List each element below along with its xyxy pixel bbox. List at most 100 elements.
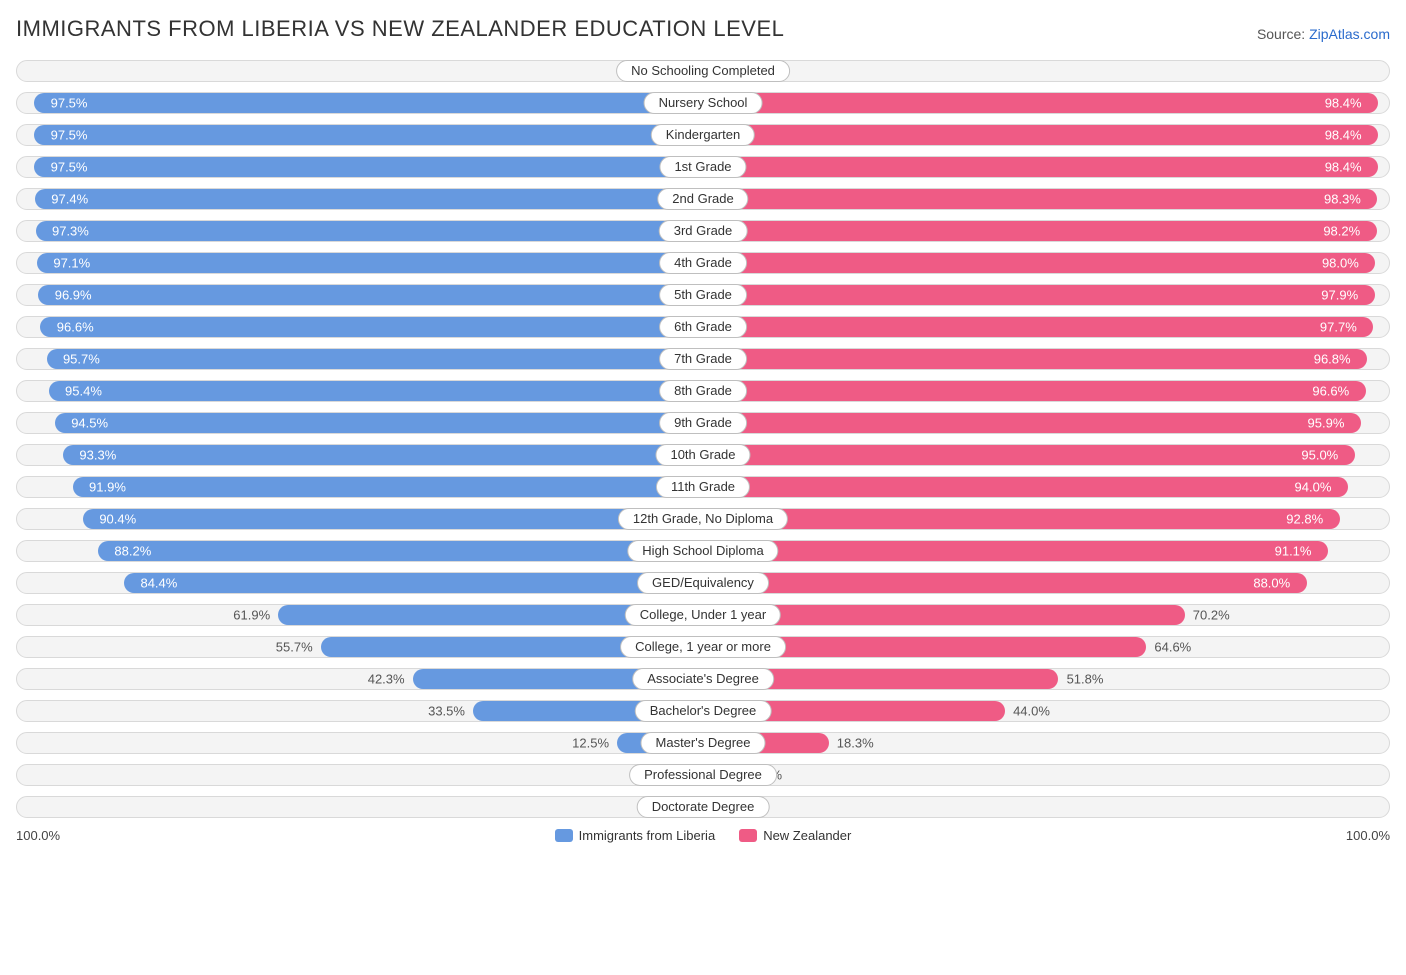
category-label: 10th Grade: [655, 444, 750, 466]
chart-row: 94.5%95.9%9th Grade: [16, 412, 1390, 434]
category-label: 9th Grade: [659, 412, 747, 434]
value-left: 97.5%: [51, 128, 88, 143]
category-label: Master's Degree: [641, 732, 766, 754]
value-right: 70.2%: [1193, 608, 1230, 623]
category-label: Bachelor's Degree: [635, 700, 772, 722]
category-label: Doctorate Degree: [637, 796, 770, 818]
bar-track: 91.9%94.0%11th Grade: [16, 476, 1390, 498]
value-left: 42.3%: [368, 672, 405, 687]
bar-left: [47, 349, 704, 369]
value-left: 97.4%: [51, 192, 88, 207]
value-left: 97.5%: [51, 96, 88, 111]
value-right: 96.8%: [1314, 352, 1351, 367]
chart-row: 42.3% 51.8% Associate's Degree: [16, 668, 1390, 690]
value-right: 98.0%: [1322, 256, 1359, 271]
value-right: 98.4%: [1325, 128, 1362, 143]
bar-left: [49, 381, 703, 401]
value-right: 64.6%: [1154, 640, 1191, 655]
value-left: 93.3%: [79, 448, 116, 463]
bar-left: [35, 189, 703, 209]
value-right: 98.2%: [1323, 224, 1360, 239]
bar-track: 97.5%98.4%Kindergarten: [16, 124, 1390, 146]
category-label: Associate's Degree: [632, 668, 774, 690]
chart-row: 97.1%98.0%4th Grade: [16, 252, 1390, 274]
category-label: High School Diploma: [627, 540, 778, 562]
x-axis-left-end: 100.0%: [16, 828, 60, 843]
bar-track: 93.3%95.0%10th Grade: [16, 444, 1390, 466]
bar-right: [703, 541, 1328, 561]
chart-row: 95.4%96.6%8th Grade: [16, 380, 1390, 402]
chart-row: 88.2% 91.1% High School Diploma: [16, 540, 1390, 562]
bar-left: [34, 157, 703, 177]
value-right: 44.0%: [1013, 704, 1050, 719]
bar-track: 84.4% 88.0% GED/Equivalency: [16, 572, 1390, 594]
chart-row: 97.4%98.3%2nd Grade: [16, 188, 1390, 210]
chart-row: 96.9%97.9%5th Grade: [16, 284, 1390, 306]
legend-label-right: New Zealander: [763, 828, 851, 843]
legend-label-left: Immigrants from Liberia: [579, 828, 716, 843]
bar-track: 55.7%64.6%College, 1 year or more: [16, 636, 1390, 658]
value-right: 94.0%: [1295, 480, 1332, 495]
value-right: 96.6%: [1312, 384, 1349, 399]
bar-left: [40, 317, 703, 337]
bar-track: 97.3%98.2%3rd Grade: [16, 220, 1390, 242]
bar-left: [34, 93, 703, 113]
chart-row: 12.5%18.3%Master's Degree: [16, 732, 1390, 754]
bar-track: 97.4%98.3%2nd Grade: [16, 188, 1390, 210]
chart-row: 93.3%95.0%10th Grade: [16, 444, 1390, 466]
bar-track: 12.5%18.3%Master's Degree: [16, 732, 1390, 754]
value-right: 51.8%: [1067, 672, 1104, 687]
bar-left: [36, 221, 703, 241]
value-left: 96.6%: [57, 320, 94, 335]
x-axis-right-end: 100.0%: [1346, 828, 1390, 843]
value-right: 91.1%: [1275, 544, 1312, 559]
chart-source: Source: ZipAtlas.com: [1257, 26, 1390, 42]
value-left: 90.4%: [99, 512, 136, 527]
category-label: 5th Grade: [659, 284, 747, 306]
bar-right: [703, 349, 1367, 369]
bar-right: [703, 509, 1340, 529]
value-left: 12.5%: [572, 736, 609, 751]
value-left: 95.7%: [63, 352, 100, 367]
category-label: Nursery School: [644, 92, 763, 114]
chart-row: 97.5%98.4%Nursery School: [16, 92, 1390, 114]
category-label: 1st Grade: [659, 156, 746, 178]
bar-right: [703, 93, 1378, 113]
chart-area: 2.5%1.7%No Schooling Completed97.5%98.4%…: [16, 60, 1390, 818]
bar-right: [703, 221, 1377, 241]
value-left: 94.5%: [71, 416, 108, 431]
value-left: 33.5%: [428, 704, 465, 719]
bar-track: 95.7% 96.8% 7th Grade: [16, 348, 1390, 370]
category-label: College, 1 year or more: [620, 636, 786, 658]
bar-left: [124, 573, 703, 593]
bar-track: 1.5%2.5%Doctorate Degree: [16, 796, 1390, 818]
value-right: 97.9%: [1321, 288, 1358, 303]
chart-header: IMMIGRANTS FROM LIBERIA VS NEW ZEALANDER…: [16, 16, 1390, 42]
chart-row: 97.5%98.4%Kindergarten: [16, 124, 1390, 146]
bar-track: 94.5%95.9%9th Grade: [16, 412, 1390, 434]
bar-track: 97.1%98.0%4th Grade: [16, 252, 1390, 274]
value-left: 61.9%: [233, 608, 270, 623]
value-left: 84.4%: [140, 576, 177, 591]
legend-item-right: New Zealander: [739, 828, 851, 843]
bar-right: [703, 445, 1355, 465]
value-left: 88.2%: [114, 544, 151, 559]
legend-swatch-right: [739, 829, 757, 842]
chart-legend: Immigrants from Liberia New Zealander: [60, 828, 1346, 843]
source-link[interactable]: ZipAtlas.com: [1309, 26, 1390, 42]
chart-row: 33.5% 44.0% Bachelor's Degree: [16, 700, 1390, 722]
bar-left: [55, 413, 703, 433]
bar-right: [703, 477, 1348, 497]
bar-track: 42.3% 51.8% Associate's Degree: [16, 668, 1390, 690]
bar-track: 95.4%96.6%8th Grade: [16, 380, 1390, 402]
value-right: 92.8%: [1286, 512, 1323, 527]
category-label: 4th Grade: [659, 252, 747, 274]
category-label: 7th Grade: [659, 348, 747, 370]
category-label: GED/Equivalency: [637, 572, 769, 594]
category-label: 2nd Grade: [657, 188, 748, 210]
value-right: 88.0%: [1253, 576, 1290, 591]
category-label: 6th Grade: [659, 316, 747, 338]
bar-track: 96.6%97.7%6th Grade: [16, 316, 1390, 338]
chart-footer: 100.0% Immigrants from Liberia New Zeala…: [16, 828, 1390, 843]
category-label: 12th Grade, No Diploma: [618, 508, 788, 530]
